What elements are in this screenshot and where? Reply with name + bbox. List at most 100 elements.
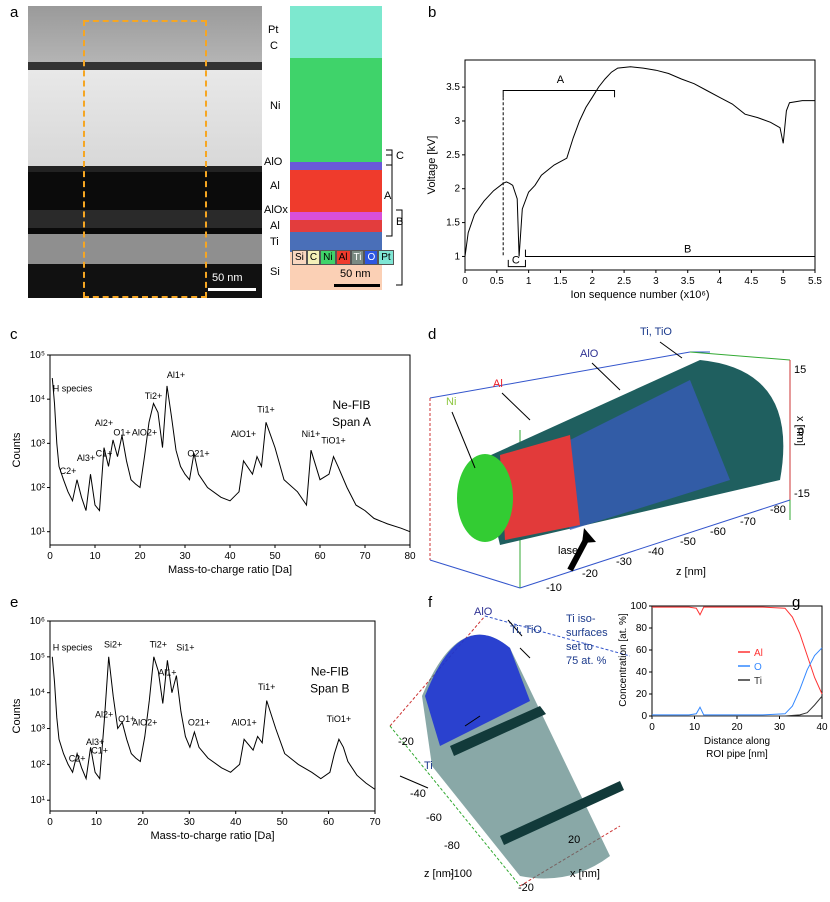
layer-label: Ni xyxy=(270,100,281,112)
y-tick-label: 0 xyxy=(641,711,647,722)
y-tick-label: 40 xyxy=(636,667,648,678)
peak-label: Ti2+ xyxy=(145,391,162,401)
series-line-counts xyxy=(51,656,376,790)
ti-isosurface-reconstruction xyxy=(389,615,631,887)
bracket-a xyxy=(502,89,616,98)
peak-label: Al2+ xyxy=(95,418,113,428)
peak-label: TiO1+ xyxy=(327,714,351,724)
a-brackets xyxy=(386,149,403,286)
x-tick-label: 70 xyxy=(359,551,371,562)
x-tick-label: 0 xyxy=(649,722,655,733)
panel-b-letter: b xyxy=(428,4,437,21)
layer-label: C xyxy=(270,40,278,52)
d-label-alo: AlO xyxy=(580,348,599,360)
chart-subtitle: Span B xyxy=(310,682,349,696)
atom-probe-reconstruction xyxy=(429,341,791,589)
f-tick: -20 xyxy=(398,736,414,748)
y-axis-label: Counts xyxy=(11,698,23,733)
peak-label: Al2+ xyxy=(95,710,113,720)
peak-label: O21+ xyxy=(188,718,210,728)
x-tick-label: 2 xyxy=(589,276,595,287)
z-tick: -10 xyxy=(546,582,562,594)
x-tick-label: 40 xyxy=(230,817,242,828)
legend-al: Al xyxy=(335,250,351,265)
z-tick: -80 xyxy=(770,504,786,516)
plot-frame xyxy=(464,59,816,271)
f-axis-z: z [nm] xyxy=(424,868,454,880)
concentration-chart: 0 10 20 30 40 0 20 40 60 80 100 Distance along ROI p… xyxy=(618,601,828,760)
alo-region-f xyxy=(425,634,530,746)
mass-spectrum-a: 0 10 20 30 40 50 60 70 80 10¹ 10² 10³ 10⁴ 10⁵ Mass-to-… xyxy=(11,350,416,576)
peak-label: C1+ xyxy=(91,746,108,756)
y-tick-label: 1.5 xyxy=(446,218,460,229)
f-label-ti: Ti xyxy=(424,760,433,772)
x-tick-label: 0 xyxy=(462,276,468,287)
plot-frame xyxy=(651,605,823,717)
bounding-box xyxy=(429,351,791,589)
x-tick-label: 4 xyxy=(717,276,723,287)
layer-label: AlOx xyxy=(264,204,288,216)
y-tick-label: 60 xyxy=(636,645,648,656)
d-label-ni: Ni xyxy=(446,396,457,408)
chart-title: Ne-FIB xyxy=(332,398,370,412)
peak-label: Al1+ xyxy=(167,370,185,380)
x-tick-label: 60 xyxy=(314,551,326,562)
y-tick-label: 10⁶ xyxy=(30,616,45,627)
y-tick-label: 3 xyxy=(454,116,460,127)
y-axis-label: Voltage [kV] xyxy=(426,136,438,195)
x-axis-label: Distance along xyxy=(704,736,770,747)
x-tick-label: 10 xyxy=(89,551,101,562)
y-tick-label: 2 xyxy=(454,184,460,195)
y-tick-label: 3.5 xyxy=(446,82,460,93)
series-line-o xyxy=(652,647,823,716)
peak-label: AlO2+ xyxy=(132,428,157,438)
alo-layer xyxy=(550,380,730,530)
f-label-tio: Ti, TiO xyxy=(510,624,542,636)
ni-cap xyxy=(457,454,513,542)
layer-label: Si xyxy=(270,266,280,278)
f-tick: -80 xyxy=(444,840,460,852)
legend-label: Ti xyxy=(754,676,762,687)
x-tick-label: 3 xyxy=(653,276,659,287)
y-tick-label: 10² xyxy=(31,483,46,494)
x-tick-label: 0.5 xyxy=(490,276,504,287)
y-axis-label: Concentration [at. %] xyxy=(618,613,629,707)
layer-label: AlO xyxy=(264,156,283,168)
eds-map: 50 nm xyxy=(290,6,382,290)
y-tick-label: 10⁴ xyxy=(30,688,45,699)
f-tick: -60 xyxy=(426,812,442,824)
mass-spectrum-b: 0 10 20 30 40 50 60 70 10¹ 10² 10³ 10⁴ 10⁵ 10⁶ Mass-to… xyxy=(11,616,381,842)
x-tick-label: 1 xyxy=(526,276,532,287)
x-tick-label: 50 xyxy=(269,551,281,562)
peak-label: O21+ xyxy=(187,449,209,459)
y-tick-label: 10⁴ xyxy=(30,394,45,405)
chart-subtitle: Span A xyxy=(332,415,371,429)
x-tick-label: 50 xyxy=(277,817,289,828)
z-tick: -30 xyxy=(616,556,632,568)
series-line-ti xyxy=(652,695,823,717)
layer-label: Pt xyxy=(268,24,279,36)
iso-note-line: Ti iso- xyxy=(566,613,596,625)
f-iso-note: Ti iso- surfaces set to 75 at. % xyxy=(566,612,608,668)
x-tick-label: 70 xyxy=(369,817,381,828)
panel-g-letter: g xyxy=(792,594,801,611)
bracket-c-label: C xyxy=(512,255,520,267)
z-tick: -50 xyxy=(680,536,696,548)
peak-label: Ti1+ xyxy=(258,682,275,692)
peak-label: Si1+ xyxy=(176,643,194,653)
x-tick: -15 xyxy=(794,488,810,500)
scale-bar-left xyxy=(208,288,256,291)
d-label-al: Al xyxy=(493,378,503,390)
y-axis-label: Counts xyxy=(11,432,23,467)
chart-title: Ne-FIB xyxy=(311,665,349,679)
panel-d-letter: d xyxy=(428,326,437,343)
bracket-b-label: B xyxy=(684,243,691,255)
panel-e-letter: e xyxy=(10,594,19,611)
y-tick-label: 10² xyxy=(31,759,46,770)
scale-bar-right-label: 50 nm xyxy=(340,268,371,280)
x-tick-label: 30 xyxy=(179,551,191,562)
panel-f-letter: f xyxy=(428,594,433,611)
x-tick-label: 80 xyxy=(404,551,416,562)
y-tick-label: 10¹ xyxy=(31,795,46,806)
x-axis-label: Ion sequence number (x10⁶) xyxy=(570,289,709,301)
